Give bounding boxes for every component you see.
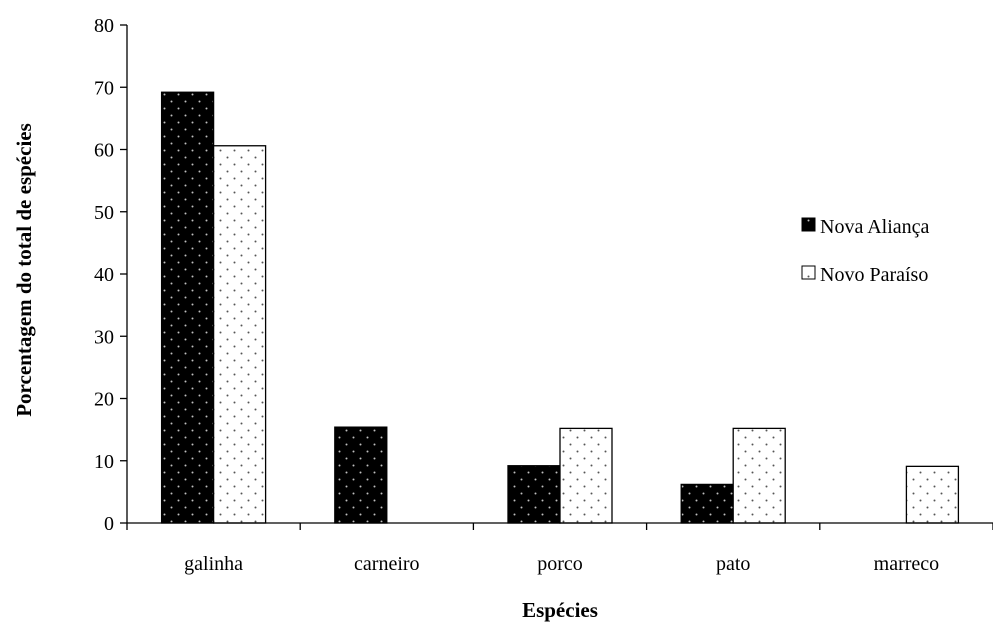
y-tick-label: 0 <box>104 513 114 535</box>
bar-carneiro-nova-alianca <box>334 426 388 524</box>
legend-label-nova-alianca: Nova Aliança <box>820 216 930 238</box>
legend-swatch-novo-paraiso <box>801 265 816 280</box>
y-axis-title: Porcentagem do total de espécies <box>12 123 36 417</box>
bars-layer <box>160 91 960 524</box>
x-tick-label-pato: pato <box>716 553 750 575</box>
bar-porco-nova-alianca <box>507 465 561 524</box>
bar-galinha-nova-alianca <box>160 91 215 524</box>
y-tick-label: 20 <box>94 389 114 411</box>
legend: Nova Aliança Novo Paraíso <box>801 216 930 286</box>
x-tick-label-carneiro: carneiro <box>354 553 420 575</box>
bar-porco-novo-paraiso <box>559 427 613 524</box>
x-axis-title: Espécies <box>522 598 598 622</box>
x-tick-label-porco: porco <box>537 553 583 575</box>
bar-pato-nova-alianca <box>680 483 734 524</box>
y-ticks: 0 10 20 30 40 50 60 70 80 <box>94 15 127 535</box>
bar-pato-novo-paraiso <box>732 427 786 524</box>
y-tick-label: 70 <box>94 77 114 99</box>
legend-label-novo-paraiso: Novo Paraíso <box>820 264 928 286</box>
y-tick-label: 50 <box>94 202 114 224</box>
y-tick-label: 10 <box>94 451 114 473</box>
bar-marreco-novo-paraiso <box>905 465 960 524</box>
x-tick-label-galinha: galinha <box>184 553 243 575</box>
y-tick-label: 80 <box>94 15 114 37</box>
y-tick-label: 30 <box>94 326 114 348</box>
x-ticks: galinha carneiro porco pato marreco <box>126 523 993 575</box>
y-tick-label: 40 <box>94 264 114 286</box>
legend-swatch-nova-alianca <box>801 217 816 232</box>
y-tick-label: 60 <box>94 140 114 162</box>
x-tick-label-marreco: marreco <box>874 553 940 575</box>
bar-galinha-novo-paraiso <box>212 145 267 524</box>
